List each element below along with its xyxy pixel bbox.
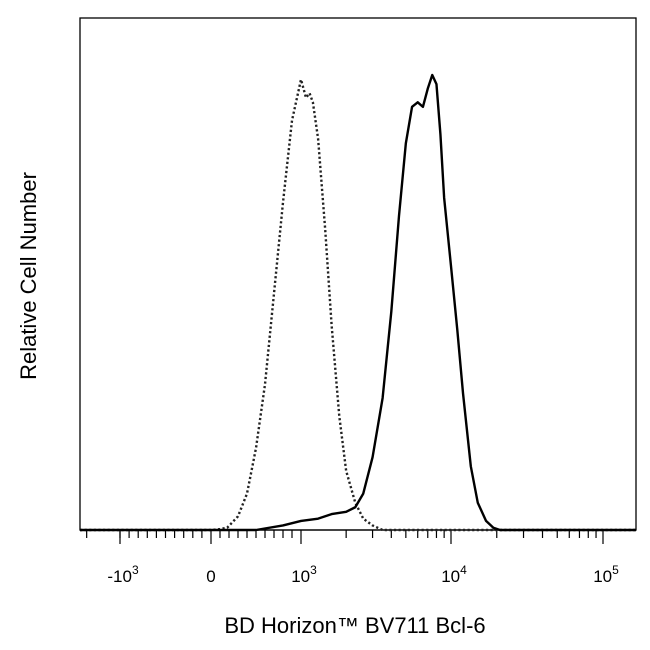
x-axis-ticks: [86, 530, 604, 544]
y-axis-label: Relative Cell Number: [16, 172, 41, 380]
plot-frame: [79, 17, 637, 531]
x-tick-label: 103: [291, 563, 317, 586]
histogram-curve-dotted: [80, 78, 636, 532]
x-axis-tick-labels: -103 0 103 104 105: [107, 563, 619, 586]
x-tick-label: 0: [206, 567, 215, 586]
x-tick-label: -103: [107, 563, 139, 586]
x-axis-label: BD Horizon™ BV711 Bcl-6: [224, 613, 485, 638]
x-tick-label: 104: [441, 563, 467, 586]
x-tick-label: 105: [593, 563, 619, 586]
histogram-curve-solid: [80, 73, 636, 532]
histogram-series: [80, 73, 636, 532]
